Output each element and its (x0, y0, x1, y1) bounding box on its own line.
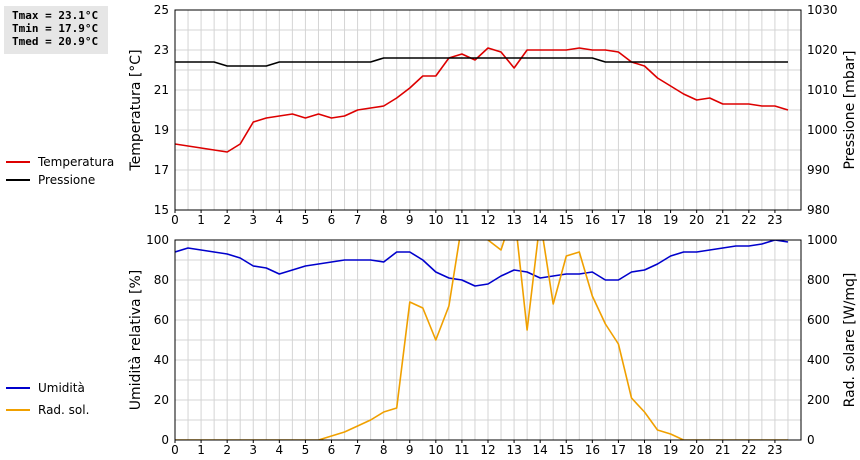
x-tick-label: 17 (611, 213, 626, 227)
x-tick-label: 5 (302, 213, 310, 227)
x-tick-label: 16 (585, 213, 600, 227)
x-tick-label: 23 (767, 213, 782, 227)
y-left-tick-label: 20 (154, 393, 169, 407)
y-right-tick-label: 400 (807, 353, 830, 367)
x-tick-label: 19 (663, 443, 678, 457)
x-tick-label: 20 (689, 443, 704, 457)
x-tick-label: 11 (454, 443, 469, 457)
x-tick-label: 10 (428, 443, 443, 457)
legend-label: Temperatura (37, 155, 114, 169)
x-tick-label: 21 (715, 213, 730, 227)
x-tick-label: 6 (328, 443, 336, 457)
y-right-tick-label: 200 (807, 393, 830, 407)
x-tick-label: 3 (249, 443, 257, 457)
x-tick-label: 11 (454, 213, 469, 227)
x-tick-label: 19 (663, 213, 678, 227)
y-left-tick-label: 0 (161, 433, 169, 447)
x-tick-label: 2 (223, 443, 231, 457)
x-tick-label: 14 (533, 213, 548, 227)
stat-tmin: Tmin = 17.9°C (12, 22, 99, 35)
x-tick-label: 9 (406, 213, 414, 227)
stat-tmax: Tmax = 23.1°C (12, 9, 99, 22)
y-left-tick-label: 17 (154, 163, 169, 177)
legend-label: Umidità (38, 381, 85, 395)
x-tick-label: 4 (276, 443, 284, 457)
x-tick-label: 23 (767, 443, 782, 457)
x-tick-label: 6 (328, 213, 336, 227)
x-tick-label: 12 (480, 443, 495, 457)
x-tick-label: 14 (533, 443, 548, 457)
x-tick-label: 13 (506, 443, 521, 457)
stats-box: Tmax = 23.1°C Tmin = 17.9°C Tmed = 20.9°… (4, 6, 108, 54)
x-tick-label: 4 (276, 213, 284, 227)
y-right-axis-title: Rad. solare [W/mq] (842, 273, 858, 408)
x-tick-label: 16 (585, 443, 600, 457)
x-tick-label: 22 (741, 213, 756, 227)
series-line-umidit (175, 240, 789, 287)
y-right-tick-label: 600 (807, 313, 830, 327)
y-right-tick-label: 1000 (807, 123, 838, 137)
x-tick-label: 5 (302, 443, 310, 457)
y-right-tick-label: 1010 (807, 83, 838, 97)
y-right-tick-label: 1020 (807, 43, 838, 57)
series-line-temperatura (175, 47, 789, 153)
x-tick-label: 17 (611, 443, 626, 457)
y-right-tick-label: 1030 (807, 3, 838, 17)
x-tick-label: 15 (559, 443, 574, 457)
y-left-tick-label: 25 (154, 3, 169, 17)
y-right-axis-title: Pressione [mbar] (842, 50, 858, 169)
x-tick-label: 12 (480, 213, 495, 227)
x-tick-label: 1 (197, 213, 205, 227)
x-tick-label: 18 (637, 213, 652, 227)
y-right-tick-label: 0 (807, 433, 815, 447)
x-tick-label: 8 (380, 213, 388, 227)
stat-tmed: Tmed = 20.9°C (12, 35, 99, 48)
y-left-tick-label: 15 (154, 203, 169, 217)
legend-label: Rad. sol. (38, 403, 89, 417)
y-left-axis-title: Umidità relativa [%] (128, 270, 144, 411)
legend-label: Pressione (38, 173, 95, 187)
y-left-tick-label: 19 (154, 123, 169, 137)
y-left-axis-title: Temperatura [°C] (128, 49, 144, 171)
y-right-tick-label: 1000 (807, 233, 838, 247)
x-tick-label: 21 (715, 443, 730, 457)
series-line-pressione (175, 57, 788, 67)
x-tick-label: 7 (354, 213, 362, 227)
series-line-rad-sol (175, 240, 788, 440)
x-tick-label: 7 (354, 443, 362, 457)
x-tick-label: 18 (637, 443, 652, 457)
x-tick-label: 8 (380, 443, 388, 457)
y-left-tick-label: 100 (146, 233, 169, 247)
x-tick-label: 2 (223, 213, 231, 227)
y-left-tick-label: 40 (154, 353, 169, 367)
y-right-tick-label: 980 (807, 203, 830, 217)
x-tick-label: 10 (428, 213, 443, 227)
x-tick-label: 20 (689, 213, 704, 227)
x-tick-label: 13 (506, 213, 521, 227)
y-left-tick-label: 80 (154, 273, 169, 287)
x-tick-label: 0 (171, 443, 179, 457)
y-right-tick-label: 990 (807, 163, 830, 177)
x-tick-label: 22 (741, 443, 756, 457)
x-tick-label: 15 (559, 213, 574, 227)
x-tick-label: 3 (249, 213, 257, 227)
y-left-tick-label: 21 (154, 83, 169, 97)
y-left-tick-label: 60 (154, 313, 169, 327)
y-right-tick-label: 800 (807, 273, 830, 287)
x-tick-label: 1 (197, 443, 205, 457)
x-tick-label: 9 (406, 443, 414, 457)
y-left-tick-label: 23 (154, 43, 169, 57)
x-tick-label: 0 (171, 213, 179, 227)
